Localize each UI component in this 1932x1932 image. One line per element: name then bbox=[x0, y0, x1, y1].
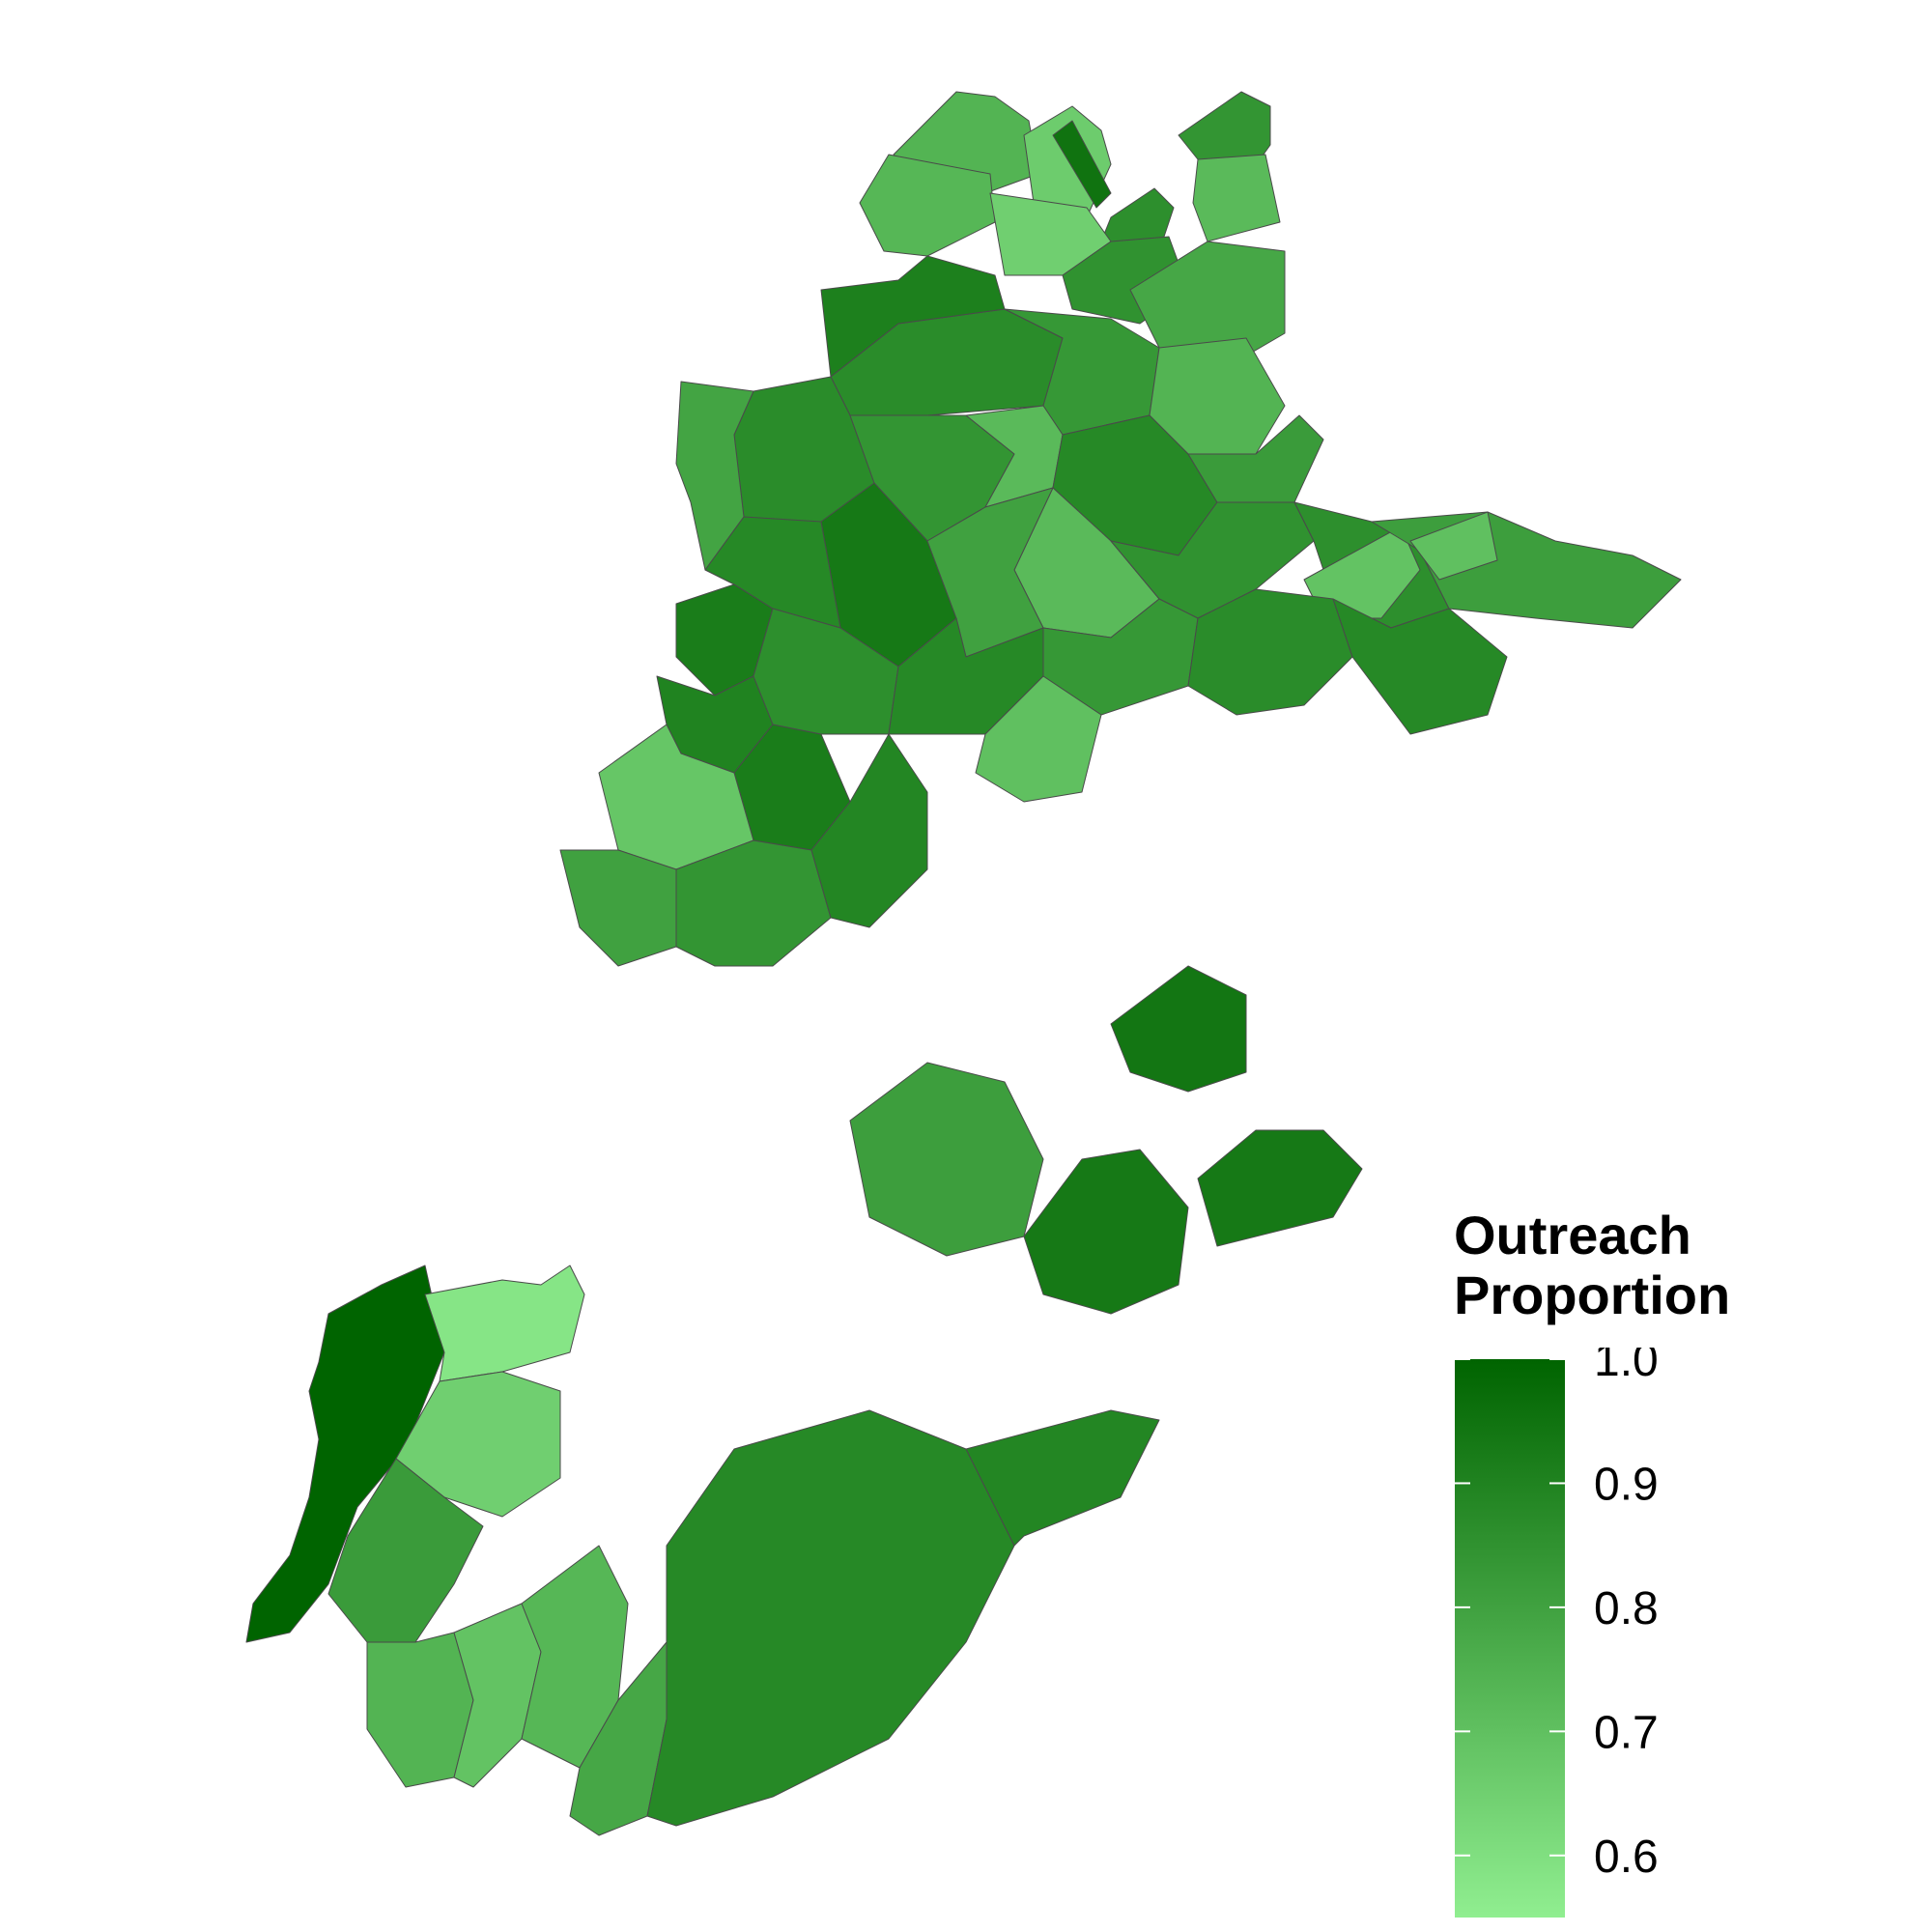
district-region bbox=[810, 733, 928, 928]
legend-title-line1: Outreach bbox=[1454, 1205, 1691, 1265]
district-region bbox=[1332, 598, 1508, 735]
colorbar-gradient bbox=[1455, 1359, 1565, 1918]
legend-tick-group: 1.0 0.9 0.8 0.7 0.6 bbox=[1455, 1348, 1659, 1883]
district-layer bbox=[245, 91, 1682, 1836]
legend-tick-label: 1.0 bbox=[1594, 1348, 1659, 1386]
legend-tick-label: 0.7 bbox=[1594, 1707, 1659, 1758]
legend-colorbar: 1.0 0.9 0.8 0.7 0.6 bbox=[1455, 1348, 1659, 1918]
district-region bbox=[975, 675, 1102, 803]
district-region bbox=[424, 1264, 585, 1382]
district-region bbox=[1197, 1129, 1363, 1247]
district-region bbox=[1187, 588, 1353, 716]
legend-tick-label: 0.6 bbox=[1594, 1832, 1659, 1883]
district-region bbox=[1023, 1149, 1189, 1315]
district-region bbox=[849, 1062, 1044, 1257]
legend-title: Outreach Proportion bbox=[1454, 1206, 1730, 1325]
legend-title-line2: Proportion bbox=[1454, 1264, 1731, 1325]
district-region bbox=[1409, 511, 1498, 581]
district-region bbox=[1052, 120, 1112, 209]
district-region bbox=[965, 1409, 1160, 1547]
district-region bbox=[1192, 154, 1281, 242]
legend-tick-label: 0.8 bbox=[1594, 1583, 1659, 1634]
district-region bbox=[559, 849, 677, 967]
district-region bbox=[820, 255, 1006, 378]
district-region bbox=[753, 608, 899, 735]
district-region bbox=[1110, 965, 1247, 1093]
district-region bbox=[646, 1409, 1015, 1827]
district-region bbox=[675, 839, 832, 967]
legend-tick-label: 0.9 bbox=[1594, 1459, 1659, 1510]
